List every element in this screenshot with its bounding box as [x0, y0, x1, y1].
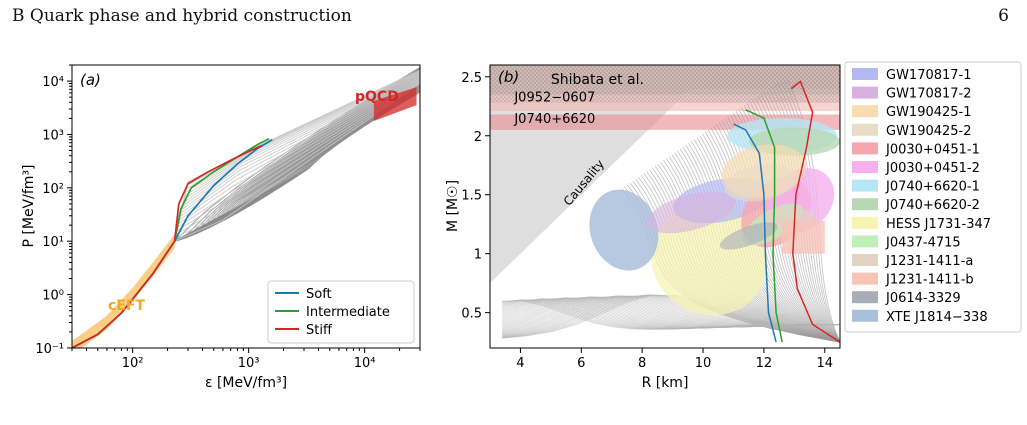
b-legend-label: J0030+0451-2 — [885, 161, 980, 176]
b-contour-rect — [782, 220, 825, 254]
b-legend-swatch — [852, 309, 878, 322]
b-legend-items: GW170817-1 GW170817-2 GW190425-1 GW190425-2… — [852, 68, 991, 325]
b-legend-swatch — [852, 179, 878, 192]
a-legend: Soft Intermediate Stiff — [267, 280, 415, 344]
b-x-tick-label: 10 — [695, 356, 712, 371]
b-legend-swatch — [852, 216, 878, 229]
b-frame — [489, 64, 841, 349]
a-cEFT-band — [72, 234, 175, 348]
a-y-axis-label: P [MeV/fm³] — [21, 165, 37, 248]
b-series-lines — [733, 80, 840, 343]
page-number: 6 — [998, 6, 1009, 26]
a-x-ticks: 10² 10³ 10⁴ — [71, 348, 421, 371]
b-legend-swatch — [852, 235, 878, 248]
b-x-tick-label: 4 — [516, 356, 524, 371]
b-legend-swatch — [852, 123, 878, 136]
b-legend-label: GW170817-2 — [886, 87, 972, 102]
a-y-tick-label: 10⁰ — [42, 289, 64, 304]
a-series-lines — [72, 138, 273, 348]
panel-b: 4 6 8 10 12 14 0.5 1 1.5 2 2.5 (b) Shibata et al.… — [445, 61, 1022, 391]
b-legend-label: J0740+6620-1 — [885, 180, 980, 195]
a-y-tick-label: 10² — [42, 182, 64, 197]
b-annotation-j0952: J0952−0607 — [513, 91, 595, 106]
a-x-tick-label: 10³ — [238, 356, 260, 371]
a-cEFT-label: cEFT — [108, 298, 145, 314]
b-legend-swatch — [852, 272, 878, 285]
b-contour — [589, 189, 659, 271]
b-series-soft — [733, 123, 777, 343]
b-contour — [646, 191, 736, 234]
a-x-tick-label: 10⁴ — [354, 356, 376, 371]
b-legend-label: J1231-1411-a — [885, 254, 973, 269]
b-x-tick-label: 12 — [756, 356, 773, 371]
b-y-tick-label: 1.5 — [461, 189, 482, 204]
b-series-intermediate — [745, 109, 783, 343]
b-legend-label: GW190425-2 — [886, 124, 972, 139]
section-title: B Quark phase and hybrid construction — [12, 6, 352, 26]
a-pqcd-label: pQCD — [355, 89, 399, 105]
b-legend-label: GW170817-1 — [886, 68, 972, 83]
b-x-tick-label: 8 — [638, 356, 646, 371]
b-legend: GW170817-1 GW170817-2 GW190425-1 GW190425-2… — [844, 61, 1022, 333]
b-legend-label: J0614-3329 — [885, 291, 961, 306]
panel-a: 10² 10³ 10⁴ 10⁻¹ 10⁰ 10¹ 10² 10³ 10⁴ (a) pQCD c… — [21, 64, 421, 391]
b-legend-swatch — [852, 105, 878, 118]
a-legend-intermediate: Intermediate — [306, 305, 390, 320]
b-legend-label: XTE J1814−338 — [886, 310, 988, 325]
a-panel-label: (a) — [80, 71, 101, 89]
a-y-tick-label: 10¹ — [42, 235, 64, 250]
a-series-stiff — [72, 144, 263, 348]
b-legend-swatch — [852, 68, 878, 80]
b-contour — [724, 164, 797, 202]
b-y-axis-label: M [M☉] — [445, 180, 461, 232]
b-annotation-shibata: Shibata et al. — [551, 72, 644, 88]
a-x-tick-label: 10² — [122, 356, 144, 371]
b-legend-swatch — [852, 254, 878, 266]
a-y-tick-label: 10³ — [42, 128, 64, 143]
page-header: B Quark phase and hybrid construction 6 — [12, 6, 1015, 30]
b-series-stiff — [790, 80, 840, 343]
a-y-tick-label: 10⁻¹ — [35, 342, 64, 357]
b-legend-label: HESS J1731-347 — [886, 217, 991, 232]
b-legend-label: J1231-1411-b — [885, 273, 974, 288]
b-legend-label: J0740+6620-2 — [885, 198, 980, 213]
a-legend-stiff: Stiff — [306, 323, 333, 338]
b-legend-swatch — [852, 161, 878, 173]
b-y-ticks: 0.5 1 1.5 2 2.5 — [461, 71, 490, 322]
b-y-tick-label: 1 — [474, 248, 482, 263]
b-contour — [719, 222, 778, 250]
b-x-axis-label: R [km] — [642, 375, 689, 391]
b-x-tick-label: 6 — [577, 356, 585, 371]
b-y-tick-label: 2.5 — [461, 71, 482, 86]
b-x-ticks: 4 6 8 10 12 14 — [516, 348, 833, 371]
a-legend-soft: Soft — [306, 287, 332, 302]
b-legend-label: GW190425-1 — [886, 105, 972, 120]
a-x-axis-label: ε [MeV/fm³] — [205, 375, 287, 391]
b-legend-swatch — [852, 142, 878, 155]
b-legend-swatch — [852, 291, 878, 304]
b-annotation-j0740: J0740+6620 — [513, 112, 595, 127]
a-y-tick-label: 10⁴ — [42, 75, 64, 90]
b-legend-label: J0030+0451-1 — [885, 142, 980, 157]
b-x-tick-label: 14 — [817, 356, 834, 371]
b-legend-swatch — [852, 86, 878, 99]
a-frame — [71, 64, 421, 349]
b-legend-swatch — [852, 198, 878, 211]
a-y-ticks: 10⁻¹ 10⁰ 10¹ 10² 10³ 10⁴ — [35, 64, 72, 357]
b-panel-label: (b) — [498, 68, 519, 86]
b-y-tick-label: 0.5 — [461, 307, 482, 322]
b-y-tick-label: 2 — [474, 130, 482, 145]
b-legend-label: J0437-4715 — [885, 235, 961, 250]
a-pqcd-band — [373, 87, 417, 121]
